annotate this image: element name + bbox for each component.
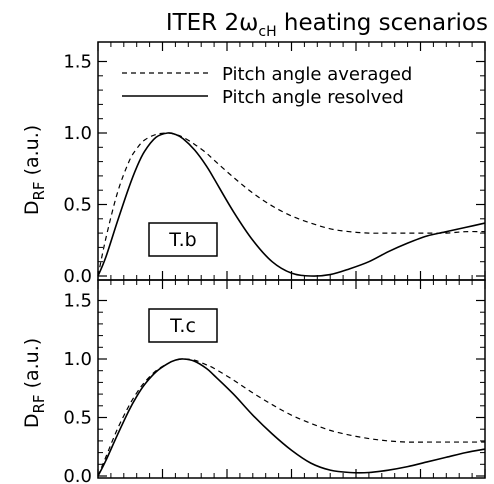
top-panel: 0.0 0.5 1.0 1.5 Pitch angle averaged Pitch … <box>21 41 486 287</box>
panel-label-box-tb <box>148 222 218 257</box>
panel-label-tc: T.c <box>169 315 196 337</box>
top-y-axis-label: DRF (a.u.) <box>21 125 48 215</box>
y-tick-label: 0.5 <box>63 195 92 216</box>
bottom-panel: 0.0 0.5 1.0 1.5 T.c DRF (a.u.) <box>21 279 486 484</box>
bottom-panel-y-ticks: 0.0 0.5 1.0 1.5 <box>63 291 485 484</box>
bottom-y-axis-label: DRF (a.u.) <box>21 338 48 428</box>
y-tick-label: 1.5 <box>63 291 92 312</box>
top-dashed-curve <box>97 132 486 277</box>
panel-label-tb: T.b <box>168 229 196 251</box>
top-panel-y-ticks: 0.0 0.5 1.0 1.5 <box>63 52 485 287</box>
bottom-solid-curve <box>97 358 486 477</box>
figure-title: ITER 2ωcH heating scenarios <box>166 10 488 40</box>
bottom-panel-x-ticks <box>97 280 486 478</box>
legend-dashed-label: Pitch angle averaged <box>222 64 412 85</box>
bottom-dashed-curve <box>97 358 485 477</box>
y-tick-label: 1.5 <box>63 52 92 73</box>
legend-solid-label: Pitch angle resolved <box>222 87 404 108</box>
y-tick-label: 0.0 <box>63 266 92 287</box>
legend: Pitch angle averaged Pitch angle resolve… <box>122 64 412 108</box>
top-solid-curve <box>97 132 486 277</box>
y-tick-label: 1.0 <box>63 349 92 370</box>
y-tick-label: 1.0 <box>63 123 92 144</box>
y-tick-label: 0.5 <box>63 408 92 429</box>
top-panel-x-ticks <box>97 42 486 280</box>
panel-label-box-tc <box>148 308 218 343</box>
y-tick-label: 0.0 <box>63 466 92 484</box>
